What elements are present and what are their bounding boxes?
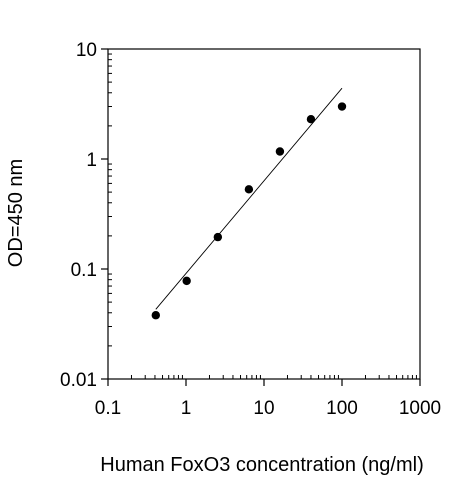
- plot-frame: [107, 48, 421, 380]
- fit-line: [155, 87, 343, 310]
- data-points: [151, 102, 347, 320]
- x-tick-label: 10: [253, 398, 274, 419]
- y-tick-label: 0.01: [60, 370, 97, 391]
- x-tick-label: 0.1: [95, 398, 121, 419]
- x-tick-label: 100: [326, 398, 358, 419]
- axes: 0.01 0.1 1 10 0.1 1 10 100 1000: [60, 40, 441, 419]
- x-axis-label: Human FoxO3 concentration (ng/ml): [100, 454, 423, 476]
- data-point: [337, 102, 347, 111]
- y-axis-label: OD=450 nm: [5, 159, 27, 267]
- data-point: [306, 115, 316, 124]
- data-point: [213, 232, 223, 242]
- y-tick-label: 0.1: [71, 260, 97, 281]
- y-tick-label: 1: [86, 150, 97, 171]
- data-point: [275, 147, 285, 156]
- data-point: [244, 185, 254, 194]
- fit-line-layer: [155, 87, 343, 310]
- data-point: [151, 311, 160, 320]
- data-point: [182, 276, 191, 286]
- y-tick-label: 10: [76, 40, 97, 61]
- x-tick-label: 1000: [399, 398, 441, 419]
- x-tick-label: 1: [181, 398, 192, 419]
